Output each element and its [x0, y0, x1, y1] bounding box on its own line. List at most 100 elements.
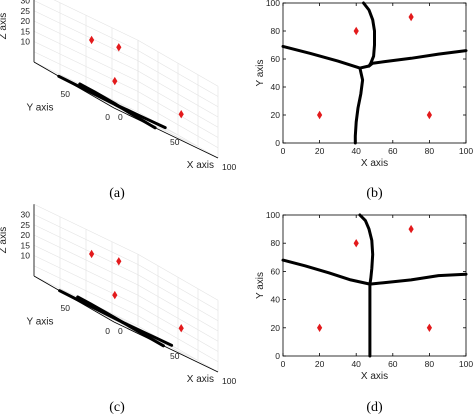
- plot-frame: [282, 2, 467, 144]
- data-point-marker: [178, 324, 184, 333]
- grid-line: [33, 10, 139, 62]
- x-tick-label: 50: [170, 351, 180, 361]
- grid-line: [33, 41, 139, 92]
- z-tick-label: 15: [21, 240, 31, 250]
- x-axis-label: X axis: [187, 374, 214, 385]
- data-point-marker: [426, 323, 433, 332]
- grid-line: [33, 234, 139, 286]
- x-tick-label: 0: [118, 326, 123, 336]
- data-point-marker: [408, 224, 414, 234]
- x-axis-label: X axis: [361, 371, 388, 382]
- data-point-marker: [316, 323, 323, 332]
- boundary-curve: [368, 272, 468, 286]
- z-tick-label: 10: [21, 251, 31, 261]
- y-tick-label: 60: [271, 54, 281, 64]
- data-point-marker: [316, 110, 323, 120]
- y-tick-label: 20: [271, 323, 281, 333]
- x-tick-label: 0: [281, 146, 286, 156]
- grid-line: [137, 264, 219, 311]
- boundary-curve: [113, 102, 157, 130]
- grid-line: [137, 294, 219, 342]
- boundary-curve: [281, 44, 371, 70]
- grid-line: [137, 60, 219, 108]
- z-axis-label: Z axis: [0, 227, 9, 254]
- x-tick-label: 100: [222, 376, 236, 386]
- x-tick-label: 60: [388, 146, 398, 156]
- x-tick-label: 50: [170, 137, 180, 147]
- z-tick-label: 25: [21, 6, 31, 16]
- y-axis-label: Y axis: [26, 316, 53, 327]
- grid-line: [137, 91, 219, 138]
- grid-line: [137, 50, 219, 97]
- panel-caption: (c): [109, 400, 125, 415]
- z-tick-label: 30: [21, 210, 31, 220]
- y-tick-label: 50: [61, 303, 71, 313]
- grid-line: [33, 255, 139, 306]
- x-tick-label: 80: [425, 146, 435, 156]
- data-point-marker: [116, 43, 122, 52]
- boundary-curve: [353, 66, 365, 145]
- data-point-marker: [353, 239, 359, 248]
- grid-line: [33, 244, 139, 296]
- x-tick-label: 100: [459, 146, 473, 156]
- grid-line: [33, 224, 139, 276]
- y-tick-label: 50: [61, 89, 71, 99]
- grid-line: [137, 315, 219, 363]
- grid-line: [137, 305, 219, 352]
- z-axis-label: Z axis: [0, 13, 9, 40]
- data-point-marker: [178, 110, 184, 119]
- data-point-marker: [88, 35, 95, 45]
- data-point-marker: [426, 110, 433, 120]
- y-axis-label: Y axis: [26, 102, 53, 113]
- z-tick-label: 10: [21, 37, 31, 47]
- grid-line: [137, 80, 219, 128]
- boundary-curve: [121, 320, 165, 348]
- grid-line: [137, 325, 219, 373]
- grid-line: [33, 265, 139, 317]
- boundary-curve: [362, 1, 376, 68]
- data-point-marker: [353, 26, 359, 36]
- y-tick-label: 60: [271, 266, 281, 276]
- grid-line: [137, 284, 219, 332]
- z-tick-label: 20: [21, 230, 31, 240]
- panel-caption: (d): [366, 400, 383, 415]
- x-tick-label: 40: [351, 359, 361, 369]
- y-tick-label: 20: [271, 110, 281, 120]
- x-tick-label: 80: [425, 359, 435, 369]
- data-point-marker: [116, 257, 122, 266]
- boundary-curve: [58, 289, 125, 324]
- z-tick-label: 25: [21, 220, 31, 230]
- panel-caption: (b): [366, 186, 383, 201]
- grid-line: [33, 20, 139, 72]
- grid-line: [137, 70, 219, 118]
- boundary-curve: [367, 49, 468, 68]
- grid-line: [137, 39, 219, 87]
- y-axis-label: Y axis: [255, 59, 266, 86]
- y-tick-label: 100: [266, 0, 280, 8]
- x-tick-label: 20: [315, 146, 325, 156]
- y-tick-label: 0: [275, 138, 280, 148]
- axis-line: [113, 107, 219, 159]
- grid-line: [137, 274, 219, 322]
- y-axis-label: Y axis: [255, 272, 266, 299]
- grid-line: [33, 51, 139, 103]
- grid-line: [137, 101, 219, 149]
- panel-d-2d-plot: 0 20 40 60 80 100 0 20 40 60 80 100 X axis Y axis (d): [255, 210, 473, 415]
- grid-line: [33, 30, 139, 82]
- panel-b-2d-plot: 0 20 40 60 80 100 0 20 40 60 80 100 X axis Y axis (b): [255, 0, 473, 201]
- y-tick-label: 40: [271, 82, 281, 92]
- grid-line: [53, 0, 139, 41]
- data-point-marker: [408, 12, 414, 22]
- grid-line: [33, 214, 139, 265]
- y-tick-label: 100: [266, 210, 280, 220]
- x-tick-label: 100: [222, 162, 236, 172]
- x-tick-label: 0: [118, 112, 123, 122]
- x-tick-label: 40: [351, 146, 361, 156]
- grid-line: [33, 203, 139, 255]
- y-tick-label: 80: [271, 238, 281, 248]
- data-point-marker: [112, 76, 118, 86]
- boundary-curve: [281, 258, 372, 286]
